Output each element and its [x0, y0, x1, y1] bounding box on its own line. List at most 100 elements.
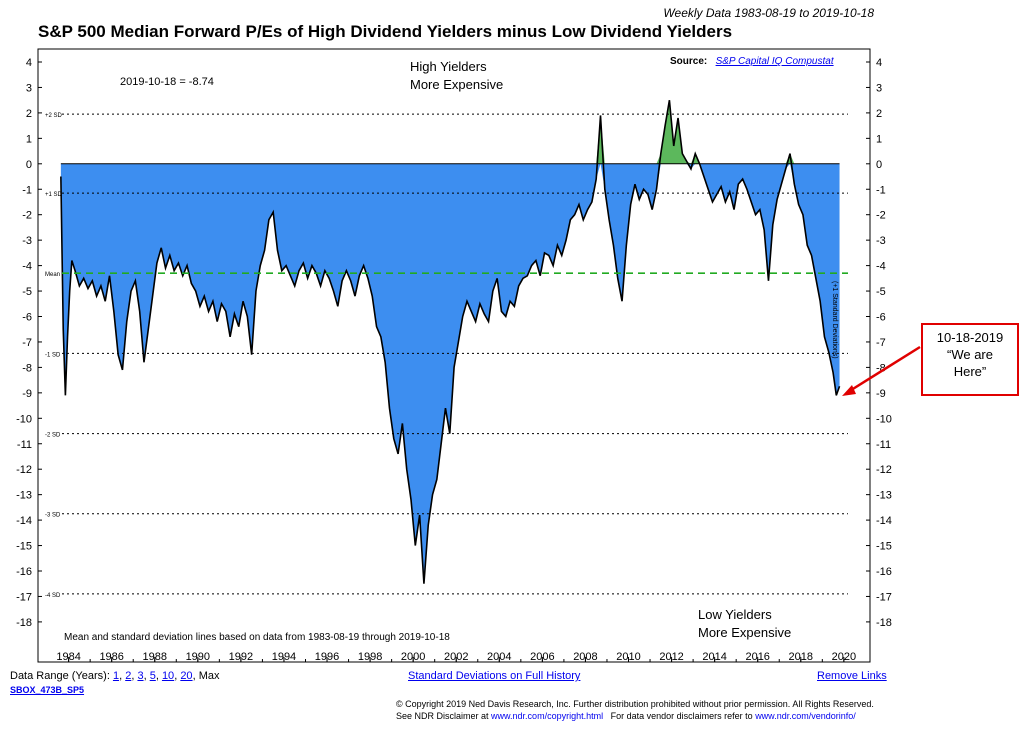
copyright: © Copyright 2019 Ned Davis Research, Inc… [396, 698, 874, 722]
ytick-label-right: -3 [876, 235, 886, 247]
negative-fill [60, 163, 840, 584]
xtick-label: 2018 [789, 651, 813, 663]
ytick-label-right: -17 [876, 591, 892, 603]
range-10[interactable]: 10 [161, 670, 175, 682]
range-3[interactable]: 3 [137, 670, 144, 682]
ytick-label-left: -6 [22, 312, 32, 324]
ytick-label-right: -6 [876, 312, 886, 324]
sd-axis-label: (+1 Standard Deviations) [831, 281, 838, 359]
xtick-label: 2000 [401, 651, 425, 663]
ytick-label-right: 2 [876, 108, 882, 120]
ytick-label-left: -18 [16, 617, 32, 629]
series-line [60, 100, 841, 584]
ytick-label-left: -16 [16, 566, 32, 578]
ytick-label-right: 0 [876, 159, 882, 171]
ytick-label-right: -4 [876, 261, 886, 273]
ytick-label-left: -15 [16, 541, 32, 553]
copyright-mid: For data vendor disclaimers refer to [610, 711, 753, 721]
ytick-label-right: -14 [876, 515, 892, 527]
ytick-label-right: -13 [876, 490, 892, 502]
ytick-label-left: -12 [16, 464, 32, 476]
sd-label: -1 SD [45, 352, 61, 358]
high-yielders-note: High Yielders More Expensive [410, 58, 503, 94]
xtick-label: 1992 [229, 651, 253, 663]
xtick-label: 1994 [272, 651, 296, 663]
chart-subtitle: Weekly Data 1983-08-19 to 2019-10-18 [663, 6, 874, 20]
data-range: Data Range (Years): 1, 2, 3, 5, 10, 20, … [10, 670, 220, 682]
ytick-label-left: -14 [16, 515, 32, 527]
low-yielders-note: Low Yielders More Expensive [698, 606, 791, 642]
copyright-line-2: See NDR Disclaimer at www.ndr.com/copyri… [396, 710, 874, 722]
range-1[interactable]: 1 [112, 670, 120, 682]
xtick-label: 1996 [315, 651, 339, 663]
ytick-label-right: -9 [876, 388, 886, 400]
ytick-label-left: -7 [22, 337, 32, 349]
source: Source: S&P Capital IQ Compustat [670, 56, 834, 67]
ytick-label-left: 1 [26, 133, 32, 145]
ytick-label-right: -11 [876, 439, 891, 451]
xtick-label: 2010 [616, 651, 640, 663]
sd-label: -4 SD [45, 593, 61, 599]
remove-links[interactable]: Remove Links [817, 670, 887, 682]
sd-full-history-link[interactable]: Standard Deviations on Full History [408, 670, 581, 682]
callout-arrow-line [847, 345, 921, 394]
xtick-label: 2012 [659, 651, 683, 663]
ytick-label-left: -1 [22, 184, 32, 196]
vendor-link[interactable]: www.ndr.com/vendorinfo/ [755, 711, 856, 721]
low-line-1: Low Yielders [698, 607, 772, 622]
ytick-label-left: -11 [17, 439, 32, 451]
sd-label: +1 SD [45, 192, 63, 198]
source-label: Source: [670, 56, 708, 67]
sd-label: +2 SD [45, 113, 63, 119]
xtick-label: 2020 [832, 651, 856, 663]
ytick-label-left: 3 [26, 82, 32, 94]
range-20[interactable]: 20 [180, 670, 193, 682]
area-layer [60, 100, 841, 584]
xtick-label: 2006 [530, 651, 554, 663]
ytick-label-right: 3 [876, 82, 882, 94]
ytick-label-left: -10 [16, 413, 32, 425]
low-line-2: More Expensive [698, 625, 792, 640]
xtick-label: 2014 [702, 651, 726, 663]
copyright-pre: See NDR Disclaimer at [396, 711, 489, 721]
ytick-label-left: -8 [22, 362, 32, 374]
xtick-label: 2004 [487, 651, 511, 663]
callout-line-1: 10-18-2019 [936, 330, 1004, 345]
ytick-label-left: -4 [22, 261, 32, 273]
range-2[interactable]: 2 [125, 670, 132, 682]
range-5[interactable]: 5 [149, 670, 156, 682]
current-value: 2019-10-18 = -8.74 [120, 76, 214, 88]
chart-title: S&P 500 Median Forward P/Es of High Divi… [38, 22, 733, 41]
sd-label: -3 SD [45, 513, 61, 519]
callout-arrow [842, 345, 921, 396]
ytick-label-left: 2 [26, 108, 32, 120]
ytick-label-left: 0 [26, 159, 32, 171]
footnote: Mean and standard deviation lines based … [64, 632, 450, 643]
ytick-label-right: -16 [876, 566, 892, 578]
ytick-label-left: -13 [16, 490, 32, 502]
sd-lines: +2 SD +1 SD Mean -1 SD -2 SD -3 SD -4 SD [45, 113, 848, 599]
xtick-label: 2008 [573, 651, 597, 663]
plot-frame [37, 48, 871, 663]
ytick-label-right: -1 [876, 184, 886, 196]
ytick-label-left: 4 [26, 57, 32, 69]
ytick-label-left: -5 [22, 286, 32, 298]
ytick-label-right: 4 [876, 57, 882, 69]
ytick-label-right: -8 [876, 362, 886, 374]
callout-arrow-head [842, 385, 856, 396]
ytick-label-left: -3 [22, 235, 32, 247]
sbox-code[interactable]: SBOX_473B_SP5 [10, 685, 85, 695]
ytick-label-left: -9 [22, 388, 32, 400]
range-label: Data Range (Years): [10, 670, 110, 682]
axes: 4 4 3 3 2 2 1 1 0 0 -1 -1 -2 -2 -3 -3 -4 -4 -5 -5 -6 -6 -7 -7 -8… [16, 57, 892, 663]
xtick-label: 1998 [358, 651, 382, 663]
ytick-label-right: -12 [876, 464, 892, 476]
copyright-link[interactable]: www.ndr.com/copyright.html [491, 711, 604, 721]
range-max[interactable]: Max [198, 670, 220, 682]
source-link[interactable]: S&P Capital IQ Compustat [715, 56, 834, 67]
ytick-label-left: -2 [22, 210, 32, 222]
high-line-1: High Yielders [410, 59, 487, 74]
xtick-label: 1984 [56, 651, 80, 663]
xtick-label: 2002 [444, 651, 468, 663]
